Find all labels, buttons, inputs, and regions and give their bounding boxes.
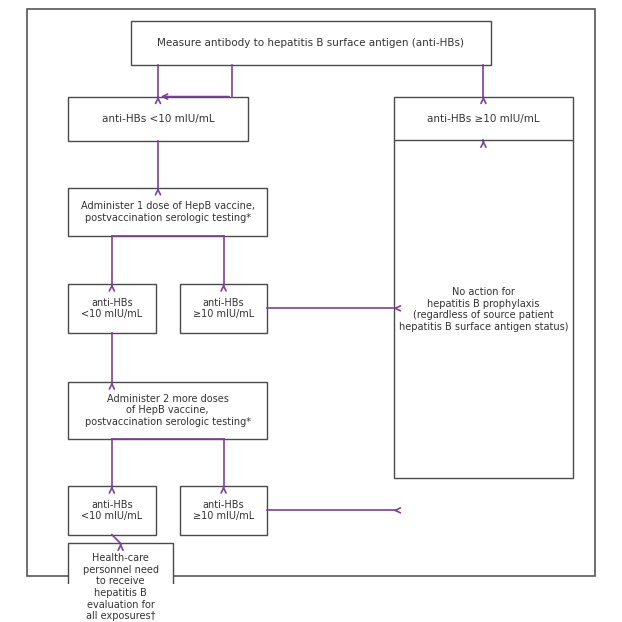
Bar [180,486,267,535]
Bar [131,21,491,65]
Bar [68,544,173,622]
Bar [68,284,156,333]
Bar [394,96,573,141]
Bar [180,284,267,333]
Bar [68,188,267,236]
Text: anti-HBs ≥10 mIU/mL: anti-HBs ≥10 mIU/mL [427,114,540,124]
Text: anti-HBs
<10 mIU/mL: anti-HBs <10 mIU/mL [81,297,142,319]
Text: Health-care
personnel need
to receive
hepatitis B
evaluation for
all exposures†: Health-care personnel need to receive he… [83,553,159,621]
Bar [394,141,573,478]
Text: anti-HBs <10 mIU/mL: anti-HBs <10 mIU/mL [101,114,215,124]
Text: Measure antibody to hepatitis B surface antigen (anti-HBs): Measure antibody to hepatitis B surface … [157,38,465,48]
Bar [68,382,267,439]
Text: Administer 1 dose of HepB vaccine,
postvaccination serologic testing*: Administer 1 dose of HepB vaccine, postv… [81,202,255,223]
Text: anti-HBs
≥10 mIU/mL: anti-HBs ≥10 mIU/mL [193,499,254,521]
Text: No action for
hepatitis B prophylaxis
(regardless of source patient
hepatitis B : No action for hepatitis B prophylaxis (r… [399,287,568,332]
Text: anti-HBs
≥10 mIU/mL: anti-HBs ≥10 mIU/mL [193,297,254,319]
Text: anti-HBs
<10 mIU/mL: anti-HBs <10 mIU/mL [81,499,142,521]
Text: Administer 2 more doses
of HepB vaccine,
postvaccination serologic testing*: Administer 2 more doses of HepB vaccine,… [85,394,251,427]
Bar [68,96,248,141]
Bar [68,486,156,535]
